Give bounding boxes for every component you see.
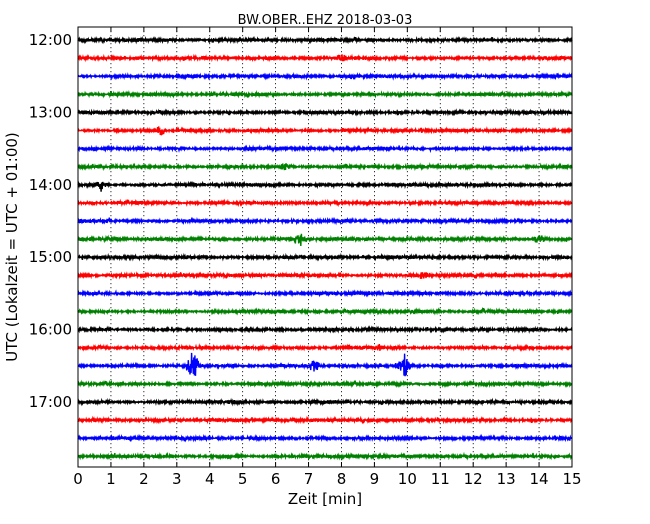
x-tick-label: 10	[398, 470, 417, 488]
x-tick-label: 2	[139, 470, 149, 488]
y-tick-label: 13:00	[29, 103, 72, 121]
y-axis-label: UTC (Lokalzeit = UTC + 01:00)	[3, 132, 21, 362]
x-tick-label: 5	[238, 470, 248, 488]
trace-7	[77, 162, 573, 172]
x-axis-label: Zeit [min]	[288, 490, 362, 508]
x-tick-label: 7	[304, 470, 314, 488]
trace-0	[77, 35, 573, 45]
tick-layer: 0 1 2 3 4 5 6 7 8 9 10 11 12 13 14 1512:0013:0014:0015:…	[29, 27, 582, 488]
trace-8	[77, 180, 573, 192]
trace-12	[77, 252, 573, 262]
x-tick-label: 9	[370, 470, 380, 488]
trace-17	[77, 343, 573, 352]
trace-18	[77, 352, 573, 377]
plot-frame	[77, 26, 573, 468]
trace-15	[77, 306, 573, 316]
x-tick-label: 12	[464, 470, 483, 488]
trace-1	[77, 53, 573, 63]
trace-23	[77, 451, 573, 461]
trace-5	[77, 126, 573, 136]
trace-9	[77, 198, 573, 208]
x-tick-label: 8	[337, 470, 347, 488]
chart-title: BW.OBER..EHZ 2018-03-03	[238, 13, 413, 28]
y-tick-label: 14:00	[29, 176, 72, 194]
x-tick-label: 0	[73, 470, 83, 488]
x-tick-label: 13	[497, 470, 516, 488]
trace-20	[77, 397, 573, 407]
x-tick-label: 3	[172, 470, 182, 488]
trace-10	[77, 216, 573, 226]
trace-13	[77, 270, 573, 280]
trace-22	[77, 433, 573, 443]
trace-21	[77, 415, 573, 425]
grid-layer	[110, 27, 540, 467]
trace-11	[77, 233, 573, 247]
trace-4	[77, 107, 573, 117]
trace-16	[77, 325, 573, 334]
trace-2	[77, 71, 573, 81]
x-tick-label: 6	[271, 470, 281, 488]
trace-layer	[77, 35, 573, 461]
x-tick-label: 1	[106, 470, 116, 488]
trace-6	[77, 144, 573, 154]
y-tick-label: 12:00	[29, 31, 72, 49]
y-tick-label: 15:00	[29, 248, 72, 266]
y-tick-label: 16:00	[29, 321, 72, 339]
trace-14	[77, 288, 573, 298]
x-tick-label: 11	[431, 470, 450, 488]
x-tick-label: 14	[530, 470, 549, 488]
trace-3	[77, 90, 573, 99]
x-tick-label: 4	[205, 470, 215, 488]
y-tick-label: 17:00	[29, 393, 72, 411]
x-tick-label: 15	[562, 470, 581, 488]
trace-19	[77, 379, 573, 389]
